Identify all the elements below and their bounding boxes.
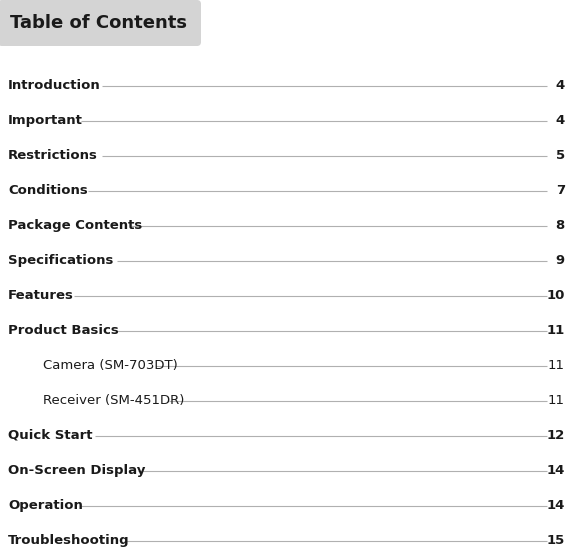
Text: Specifications: Specifications: [8, 254, 113, 267]
Text: On-Screen Display: On-Screen Display: [8, 464, 145, 477]
Text: 9: 9: [556, 254, 565, 267]
Text: 8: 8: [556, 219, 565, 232]
Text: 14: 14: [547, 464, 565, 477]
Text: Conditions: Conditions: [8, 184, 88, 197]
Text: Receiver (SM-451DR): Receiver (SM-451DR): [43, 394, 185, 407]
Text: Restrictions: Restrictions: [8, 149, 98, 162]
Text: Table of Contents: Table of Contents: [10, 14, 187, 32]
Text: 10: 10: [547, 289, 565, 302]
Text: Camera (SM-703DT): Camera (SM-703DT): [43, 359, 178, 372]
Text: Product Basics: Product Basics: [8, 324, 119, 337]
Text: Package Contents: Package Contents: [8, 219, 142, 232]
Text: 15: 15: [547, 534, 565, 547]
FancyBboxPatch shape: [0, 0, 201, 46]
Text: 4: 4: [556, 79, 565, 92]
Text: 14: 14: [547, 499, 565, 512]
Text: Features: Features: [8, 289, 74, 302]
Text: 11: 11: [548, 359, 565, 372]
Text: Important: Important: [8, 114, 83, 127]
Text: Quick Start: Quick Start: [8, 429, 93, 442]
Text: 7: 7: [556, 184, 565, 197]
Text: Troubleshooting: Troubleshooting: [8, 534, 129, 547]
Text: 4: 4: [556, 114, 565, 127]
Text: 11: 11: [548, 394, 565, 407]
Text: Introduction: Introduction: [8, 79, 101, 92]
Text: 11: 11: [547, 324, 565, 337]
Text: Operation: Operation: [8, 499, 83, 512]
Text: 5: 5: [556, 149, 565, 162]
Text: 12: 12: [547, 429, 565, 442]
